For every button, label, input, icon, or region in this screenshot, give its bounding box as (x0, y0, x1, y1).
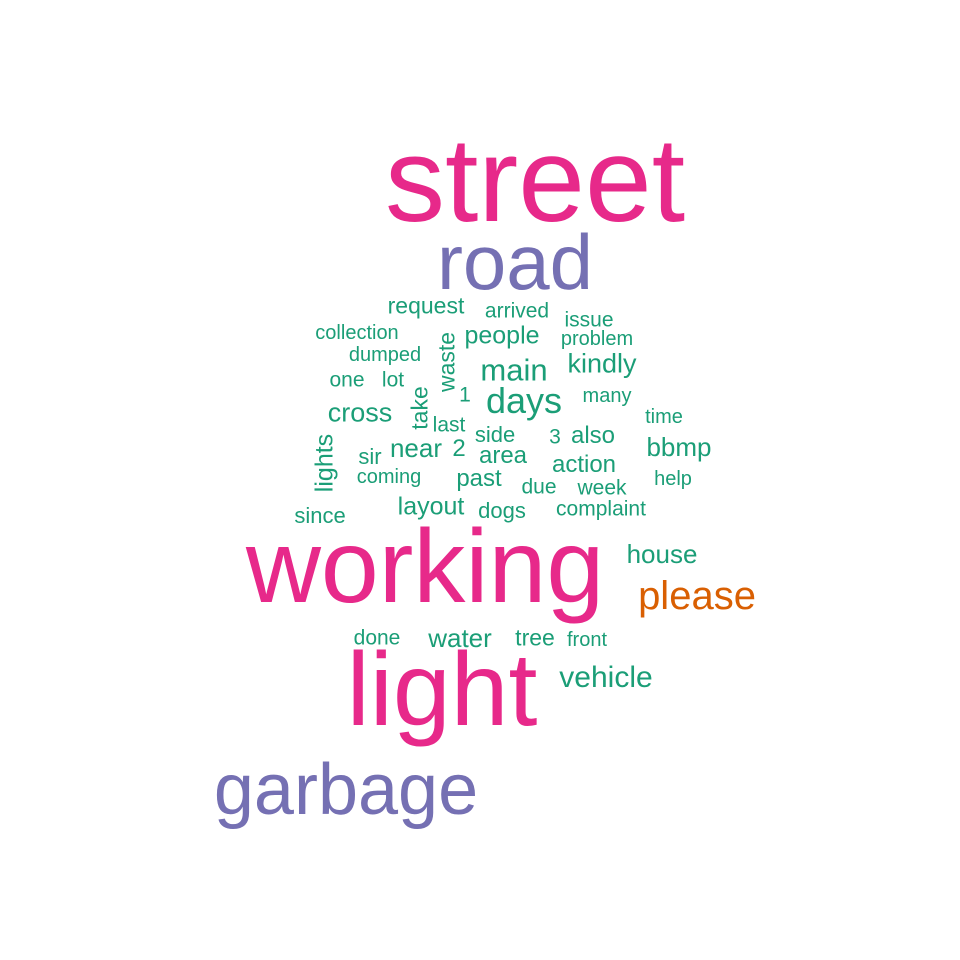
word-layout: layout (397, 492, 465, 521)
word-help: help (654, 468, 692, 490)
word-issue: issue (564, 308, 614, 332)
word-action: action (551, 451, 617, 478)
word-request: request (387, 292, 465, 319)
word-street: street (384, 113, 686, 247)
word-house: house (626, 539, 698, 569)
word-time: time (645, 406, 683, 428)
word-working: working (245, 509, 605, 625)
word-due: due (521, 475, 557, 499)
word-area: area (478, 442, 528, 469)
word-days: days (485, 380, 563, 421)
word-coming: coming (356, 466, 422, 488)
word-since: since (294, 503, 346, 528)
word-week: week (577, 476, 627, 500)
word-one: one (329, 368, 365, 392)
word-lot: lot (381, 368, 405, 392)
word-bbmp: bbmp (646, 432, 712, 462)
word-problem: problem (560, 328, 634, 350)
word-also: also (570, 422, 616, 449)
word-people: people (464, 321, 540, 350)
word-lights: lights (310, 433, 339, 493)
word-garbage: garbage (213, 750, 479, 830)
word-2: 2 (452, 435, 466, 462)
word-cross: cross (327, 397, 393, 428)
word-vehicle: vehicle (559, 661, 653, 694)
word-please: please (638, 574, 756, 618)
word-waste: waste (433, 331, 460, 393)
word-road: road (436, 218, 594, 306)
word-many: many (582, 385, 632, 407)
word-front: front (566, 629, 608, 651)
word-done: done (353, 626, 401, 650)
word-tree: tree (515, 624, 555, 651)
word-complaint: complaint (556, 497, 646, 521)
word-dogs: dogs (478, 498, 526, 523)
word-dumped: dumped (348, 344, 422, 366)
word-last: last (432, 413, 466, 437)
word-1: 1 (459, 383, 471, 407)
word-sir: sir (358, 444, 382, 469)
word-main: main (480, 352, 548, 388)
word-kindly: kindly (567, 348, 637, 379)
word-take: take (406, 386, 433, 430)
word-near: near (389, 433, 443, 463)
word-light: light (346, 632, 538, 748)
word-side: side (474, 422, 516, 447)
word-water: water (428, 623, 492, 653)
word-collection: collection (315, 322, 399, 344)
word-3: 3 (549, 425, 561, 449)
word-past: past (456, 465, 502, 492)
word-arrived: arrived (484, 299, 550, 323)
